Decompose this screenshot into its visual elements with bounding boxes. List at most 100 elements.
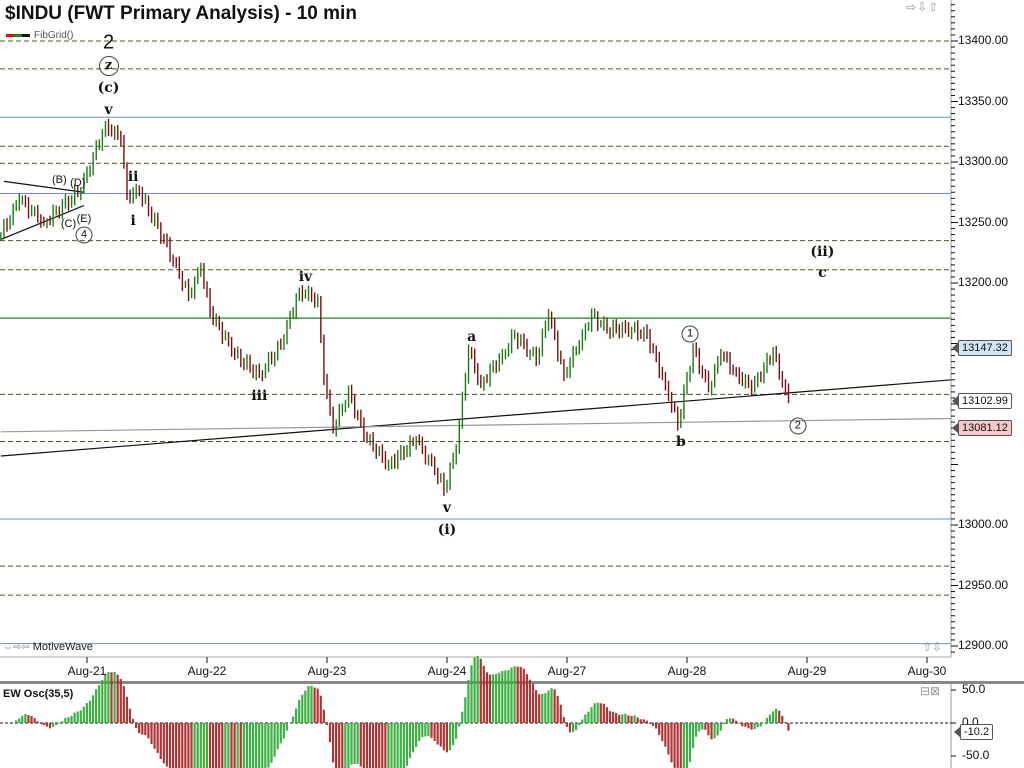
y-tick-label: 13000.00 — [958, 517, 1009, 531]
osc-bar — [473, 657, 476, 723]
osc-bar — [504, 670, 507, 723]
osc-bar — [627, 715, 630, 723]
osc-bar — [655, 723, 658, 729]
osc-bar — [602, 703, 605, 723]
osc-bar — [701, 723, 704, 730]
osc-bar — [593, 703, 596, 723]
osc-bar — [698, 723, 701, 732]
osc-bar — [636, 717, 639, 723]
osc-bar — [21, 715, 24, 723]
osc-bar — [507, 670, 510, 723]
scroll-arrows-icon[interactable]: ⇔⇨⇦ — [3, 641, 30, 653]
wave-label: v — [442, 500, 452, 517]
osc-bar — [513, 666, 516, 723]
osc-bar — [411, 723, 415, 753]
osc-bar — [98, 684, 101, 723]
osc-bar — [147, 723, 150, 739]
osc-bar — [48, 723, 52, 729]
osc-bar — [541, 693, 544, 723]
osc-bar — [258, 723, 261, 768]
osc-bar — [550, 688, 553, 723]
osc-bar — [344, 723, 347, 768]
osc-bar — [298, 699, 301, 723]
wave-label: a — [467, 329, 477, 346]
osc-bar — [338, 723, 341, 768]
osc-bar — [91, 695, 95, 723]
osc-bar — [202, 723, 205, 768]
price-tag: 13081.12 — [952, 419, 1012, 436]
osc-bar — [375, 723, 378, 768]
x-tick-label: Aug-22 — [187, 664, 227, 678]
osc-bar — [528, 679, 532, 723]
osc-bar — [181, 723, 184, 768]
wave-label: (ii) — [810, 243, 835, 260]
osc-bar — [491, 674, 495, 723]
wave-label: 2 — [102, 31, 115, 54]
osc-bar — [304, 690, 307, 723]
osc-bar — [61, 721, 64, 723]
osc-bar — [750, 723, 753, 730]
price-tag: 13147.32 — [952, 339, 1012, 356]
osc-bar — [70, 715, 73, 723]
osc-bar — [778, 710, 781, 723]
osc-bar — [633, 715, 636, 723]
osc-bar — [353, 723, 356, 764]
osc-bar — [356, 723, 359, 764]
osc-bar — [224, 723, 227, 768]
osc-bar — [39, 723, 42, 725]
osc-bar — [501, 670, 504, 723]
osc-bar — [291, 716, 295, 723]
osc-bar — [651, 723, 655, 726]
nav-arrows-icon[interactable]: ⇨⇩⇧ — [906, 0, 940, 14]
osc-bar — [451, 723, 455, 746]
osc-bar — [581, 719, 584, 723]
osc-bar — [58, 723, 61, 724]
x-tick-label: Aug-24 — [427, 664, 467, 678]
osc-bar — [187, 723, 190, 768]
y-tick-label: 13300.00 — [958, 154, 1009, 168]
osc-bar — [15, 720, 18, 723]
osc-bar — [728, 718, 732, 723]
wave-label: b — [675, 433, 686, 450]
osc-bar — [467, 680, 470, 723]
fibgrid-legend[interactable]: FibGrid() — [6, 30, 73, 41]
osc-bar — [162, 723, 165, 764]
osc-bar — [215, 723, 218, 768]
osc-bar — [18, 718, 21, 723]
osc-bar — [495, 673, 498, 723]
osc-bar — [642, 719, 645, 723]
osc-bar — [371, 723, 375, 768]
osc-bar — [122, 686, 125, 723]
osc-bar — [787, 723, 790, 731]
panel-buttons-icon[interactable]: ⊟⊠ — [920, 684, 941, 698]
osc-bar — [255, 723, 258, 768]
osc-bar — [498, 672, 501, 723]
legend-swatch — [6, 34, 30, 37]
osc-bar — [556, 696, 559, 723]
osc-bar — [45, 723, 48, 727]
osc-bar — [590, 707, 593, 723]
osc-bar — [418, 723, 421, 742]
y-tick-label: 12900.00 — [958, 638, 1009, 652]
osc-bar — [67, 717, 70, 723]
osc-bar — [405, 723, 408, 766]
osc-bar — [242, 723, 245, 768]
osc-bar — [230, 723, 233, 768]
osc-bar — [27, 715, 30, 723]
osc-bar — [525, 674, 528, 723]
osc-bar — [347, 723, 350, 768]
osc-bar — [735, 720, 738, 723]
osc-bar — [731, 718, 735, 723]
osc-bar — [688, 723, 692, 762]
osc-bar — [713, 723, 716, 739]
zoom-arrows-icon[interactable]: ⇧⇩ — [922, 640, 943, 654]
osc-bar — [571, 723, 575, 733]
osc-bar — [341, 723, 344, 768]
osc-bar — [33, 718, 36, 723]
osc-bar — [208, 723, 212, 768]
osc-bar — [445, 723, 448, 753]
osc-bar — [175, 723, 178, 768]
legend-label: FibGrid() — [34, 30, 74, 41]
osc-bar — [753, 723, 756, 730]
